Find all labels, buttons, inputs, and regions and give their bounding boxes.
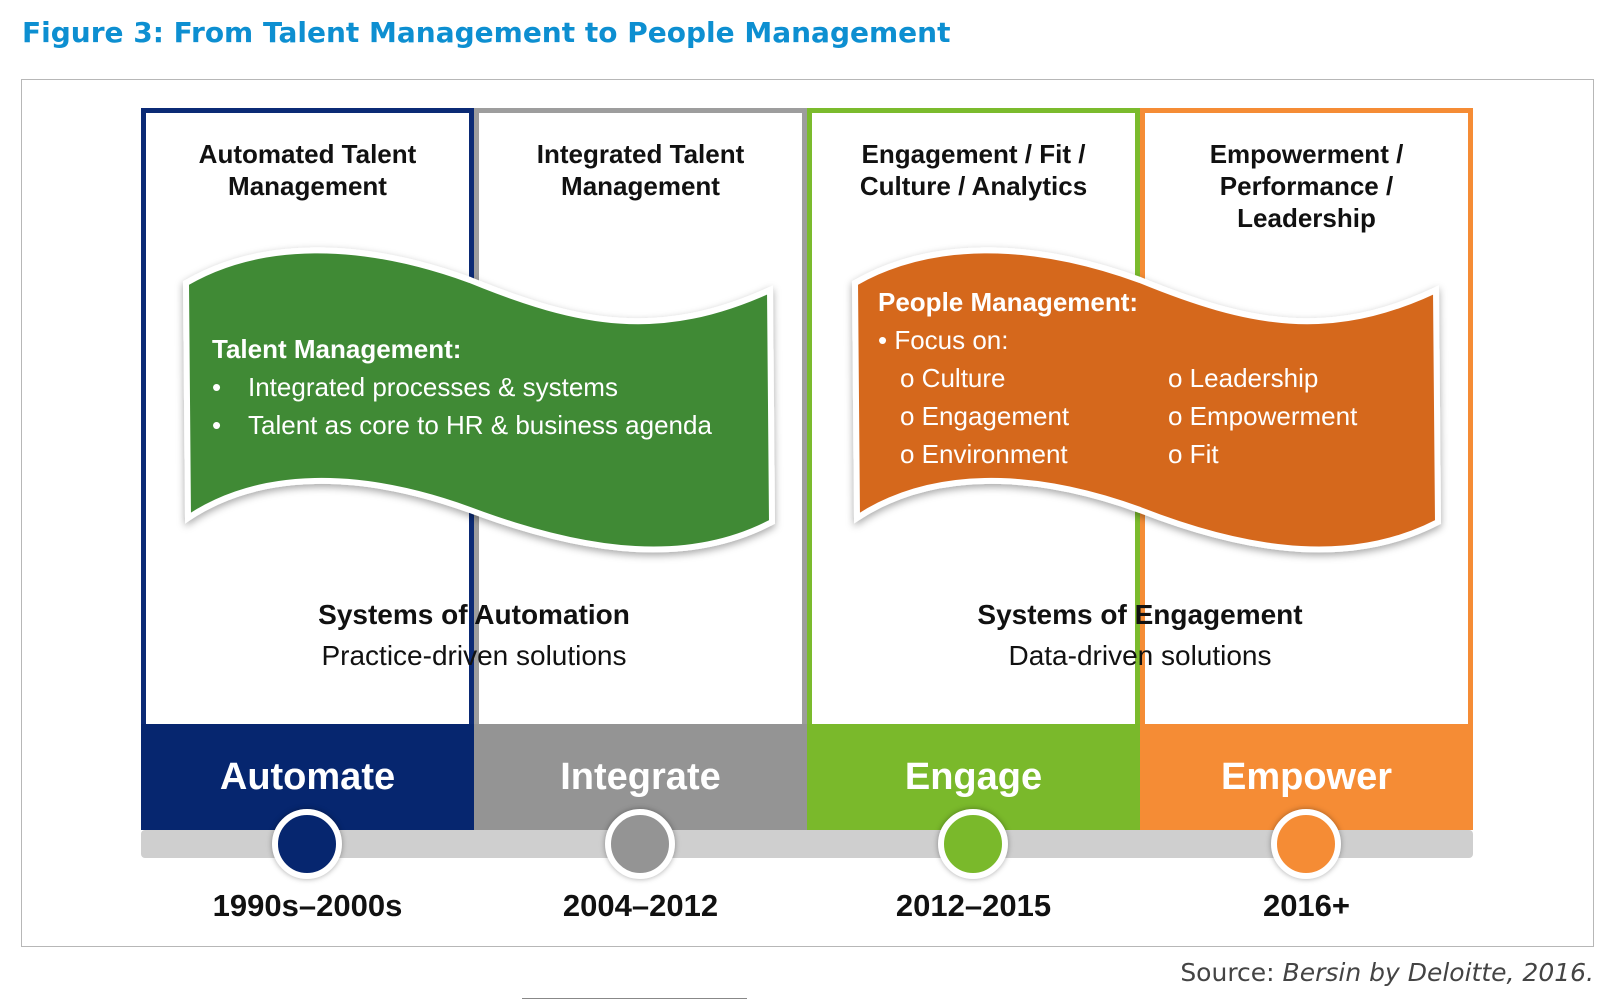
list-item: • Talent as core to HR & business agenda xyxy=(212,406,712,444)
period-label: 1990s–2000s xyxy=(212,888,403,923)
systems-engagement: Systems of Engagement Data-driven soluti… xyxy=(807,596,1473,678)
list-item: • Integrated processes & systems xyxy=(212,368,712,406)
column-heading: Integrated Talent Management xyxy=(536,139,745,201)
timeline-track xyxy=(141,830,1473,858)
talent-flag-content: Talent Management: • Integrated processe… xyxy=(212,330,712,444)
talent-flag-heading: Talent Management: xyxy=(212,334,462,364)
list-item: o Environment xyxy=(900,439,1068,469)
focus-label: • Focus on: xyxy=(878,325,1009,355)
systems-heading: Systems of Automation xyxy=(318,599,630,630)
people-flag-content: People Management: • Focus on: o Culture… xyxy=(878,283,1406,473)
column-heading: Empowerment / Performance / Leadership xyxy=(1209,139,1404,233)
bullet-icon: • xyxy=(212,410,222,440)
period-label: 2012–2015 xyxy=(895,888,1052,923)
list-item: o Culture xyxy=(900,363,1006,393)
systems-subtitle: Practice-driven solutions xyxy=(321,640,627,671)
source-label: Source: xyxy=(1180,958,1283,987)
list-item: o Engagement xyxy=(900,401,1070,431)
list-item: o Empowerment xyxy=(1168,401,1358,431)
bullet-text: Talent as core to HR & business agenda xyxy=(248,410,712,440)
figure-frame xyxy=(21,79,1594,947)
list-item: o Leadership xyxy=(1168,363,1319,393)
timeline-dot-icon xyxy=(938,809,1008,879)
systems-automation: Systems of Automation Practice-driven so… xyxy=(141,596,807,678)
bullet-text: Integrated processes & systems xyxy=(248,372,618,402)
column-heading: Automated Talent Management xyxy=(198,139,417,201)
timeline-dot-icon xyxy=(1271,809,1341,879)
column-heading: Engagement / Fit / Culture / Analytics xyxy=(859,139,1088,201)
divider xyxy=(522,998,747,999)
period-label: 2016+ xyxy=(1262,888,1351,923)
timeline-dot-icon xyxy=(605,809,675,879)
systems-heading: Systems of Engagement xyxy=(977,599,1303,630)
focus-items: o Culture o Leadership o Engagement o Em… xyxy=(878,359,1406,473)
timeline-dot-icon xyxy=(272,809,342,879)
period-label: 2004–2012 xyxy=(562,888,719,923)
list-item: o Fit xyxy=(1168,439,1219,469)
figure-title: Figure 3: From Talent Management to Peop… xyxy=(22,16,951,49)
people-flag-heading: People Management: xyxy=(878,287,1139,317)
source-note: Source: Bersin by Deloitte, 2016. xyxy=(1180,958,1594,987)
source-text: Bersin by Deloitte, 2016. xyxy=(1282,958,1594,987)
systems-subtitle: Data-driven solutions xyxy=(1008,640,1272,671)
bullet-icon: • xyxy=(212,372,222,402)
